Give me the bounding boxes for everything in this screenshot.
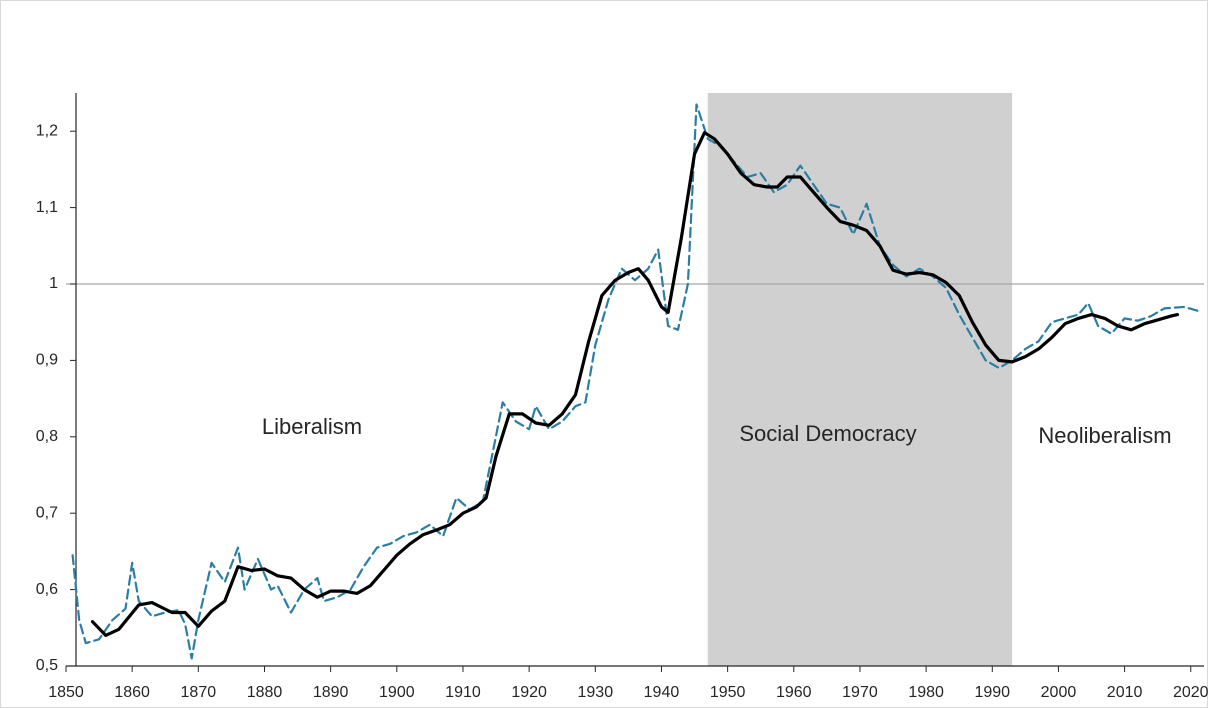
y-tick-label: 0,9 [36,352,58,369]
y-tick-label: 1,2 [36,122,58,139]
x-tick-label: 1950 [710,684,746,701]
x-tick-label: 1870 [181,684,217,701]
y-tick-label: 1,1 [36,199,58,216]
annotation: Liberalism [262,414,362,439]
annotation: Social Democracy [739,421,916,446]
x-tick-label: 2020 [1173,684,1208,701]
x-tick-label: 1980 [908,684,944,701]
x-tick-label: 1970 [842,684,878,701]
shaded-region [707,93,1013,666]
x-tick-label: 1860 [114,684,150,701]
y-tick-label: 0,5 [36,657,58,674]
x-tick-label: 2010 [1107,684,1143,701]
x-tick-label: 1900 [379,684,415,701]
line-series [90,131,1180,637]
y-tick-label: 0,6 [36,581,58,598]
x-tick-label: 1920 [511,684,547,701]
x-tick-label: 1930 [578,684,614,701]
y-tick-label: 0,8 [36,428,58,445]
x-tick-label: 1940 [644,684,680,701]
x-tick-label: 1850 [48,684,84,701]
y-tick-label: 1 [49,275,58,292]
x-tick-label: 1910 [445,684,481,701]
x-tick-label: 1880 [247,684,283,701]
y-tick-label: 0,7 [36,504,58,521]
line-series [71,103,1199,660]
x-tick-label: 1990 [974,684,1010,701]
x-tick-label: 2000 [1041,684,1077,701]
annotation: Neoliberalism [1038,423,1171,448]
x-tick-label: 1960 [776,684,812,701]
x-tick-label: 1890 [313,684,349,701]
